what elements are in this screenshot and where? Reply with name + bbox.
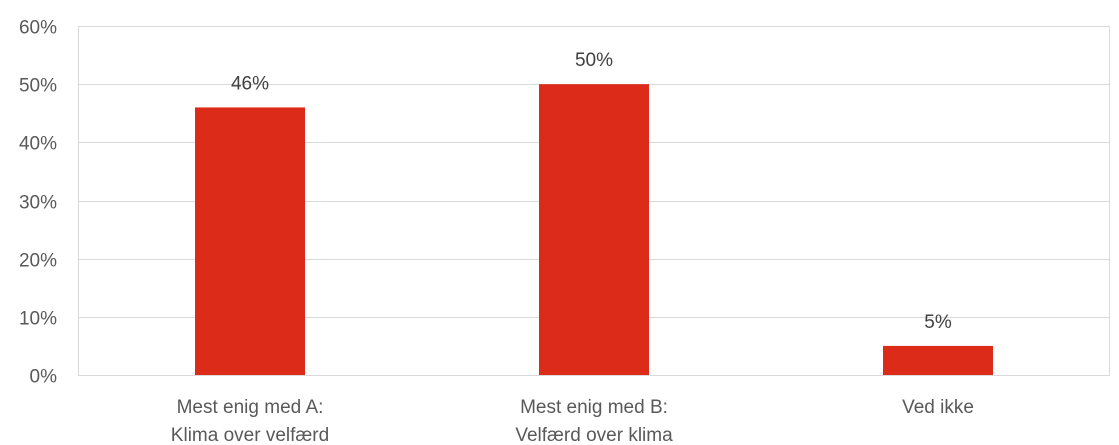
y-tick-label: 50% <box>19 76 57 97</box>
y-tick-label: 40% <box>19 134 57 155</box>
y-tick-label: 20% <box>19 251 57 272</box>
data-label: 5% <box>924 312 952 333</box>
y-axis-ticks: 0% 10% 20% 30% 40% 50% 60% <box>19 18 57 388</box>
x-category-label: Velfærd over klima <box>515 425 673 445</box>
y-tick-label: 0% <box>30 367 58 388</box>
data-label: 50% <box>575 50 613 71</box>
x-axis-categories: Mest enig med A: Klima over velfærd Mest e… <box>171 397 974 445</box>
x-category-label: Klima over velfærd <box>171 425 329 445</box>
bar <box>539 84 649 376</box>
bars <box>195 84 993 376</box>
bar <box>195 107 305 375</box>
data-labels: 46% 50% 5% <box>231 50 952 333</box>
bar <box>883 345 993 375</box>
x-category-label: Mest enig med A: <box>177 397 324 418</box>
x-category-label: Mest enig med B: <box>520 397 668 418</box>
y-tick-label: 60% <box>19 18 57 39</box>
data-label: 46% <box>231 73 269 94</box>
y-tick-label: 30% <box>19 193 57 214</box>
y-tick-label: 10% <box>19 309 57 330</box>
x-category-label: Ved ikke <box>902 397 974 418</box>
